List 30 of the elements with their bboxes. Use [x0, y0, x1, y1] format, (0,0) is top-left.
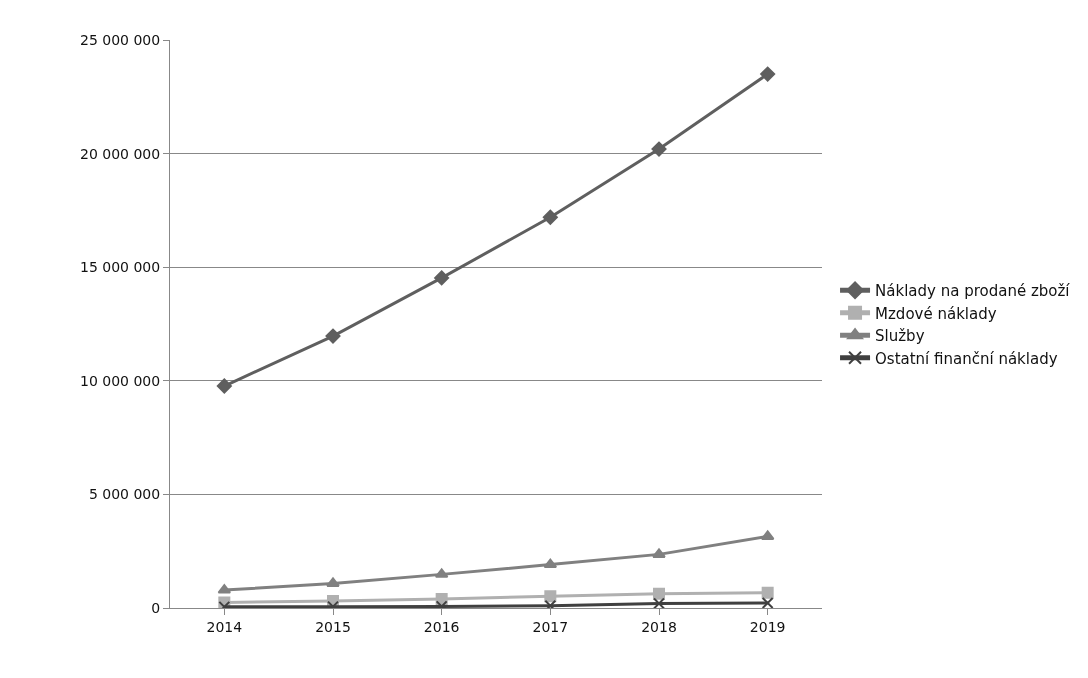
y-tick-label: 25 000 000	[80, 31, 161, 48]
point	[216, 378, 232, 394]
x-tick-label: 2015	[315, 618, 351, 635]
legend-label: Ostatní finanční náklady	[875, 349, 1058, 368]
x-tick-label: 2014	[206, 618, 243, 635]
x-tick-label: 2016	[423, 618, 460, 635]
point	[653, 597, 665, 608]
point	[544, 590, 557, 603]
legend-label: Služby	[875, 327, 925, 346]
point	[543, 558, 558, 569]
y-tick-label: 5 000 000	[88, 486, 161, 503]
point	[325, 328, 341, 344]
y-tick-label: 20 000 000	[80, 145, 161, 162]
x-tick-label: 2019	[749, 618, 786, 635]
x-tick-label: 2018	[641, 618, 677, 635]
point	[652, 548, 666, 558]
point	[653, 587, 665, 600]
point	[760, 66, 776, 82]
x-tick-label: 2017	[532, 618, 569, 635]
y-tick-label: 10 000 000	[80, 372, 161, 389]
point	[651, 141, 667, 157]
point	[542, 209, 558, 225]
legend-label: Mzdové náklady	[875, 304, 997, 323]
y-tick-label: 0	[151, 599, 161, 616]
point	[326, 577, 340, 587]
y-tick-label: 15 000 000	[80, 259, 161, 276]
point	[761, 597, 774, 608]
point	[434, 270, 450, 286]
point	[761, 586, 774, 599]
legend-label: Náklady na prodané zboží	[875, 282, 1071, 301]
